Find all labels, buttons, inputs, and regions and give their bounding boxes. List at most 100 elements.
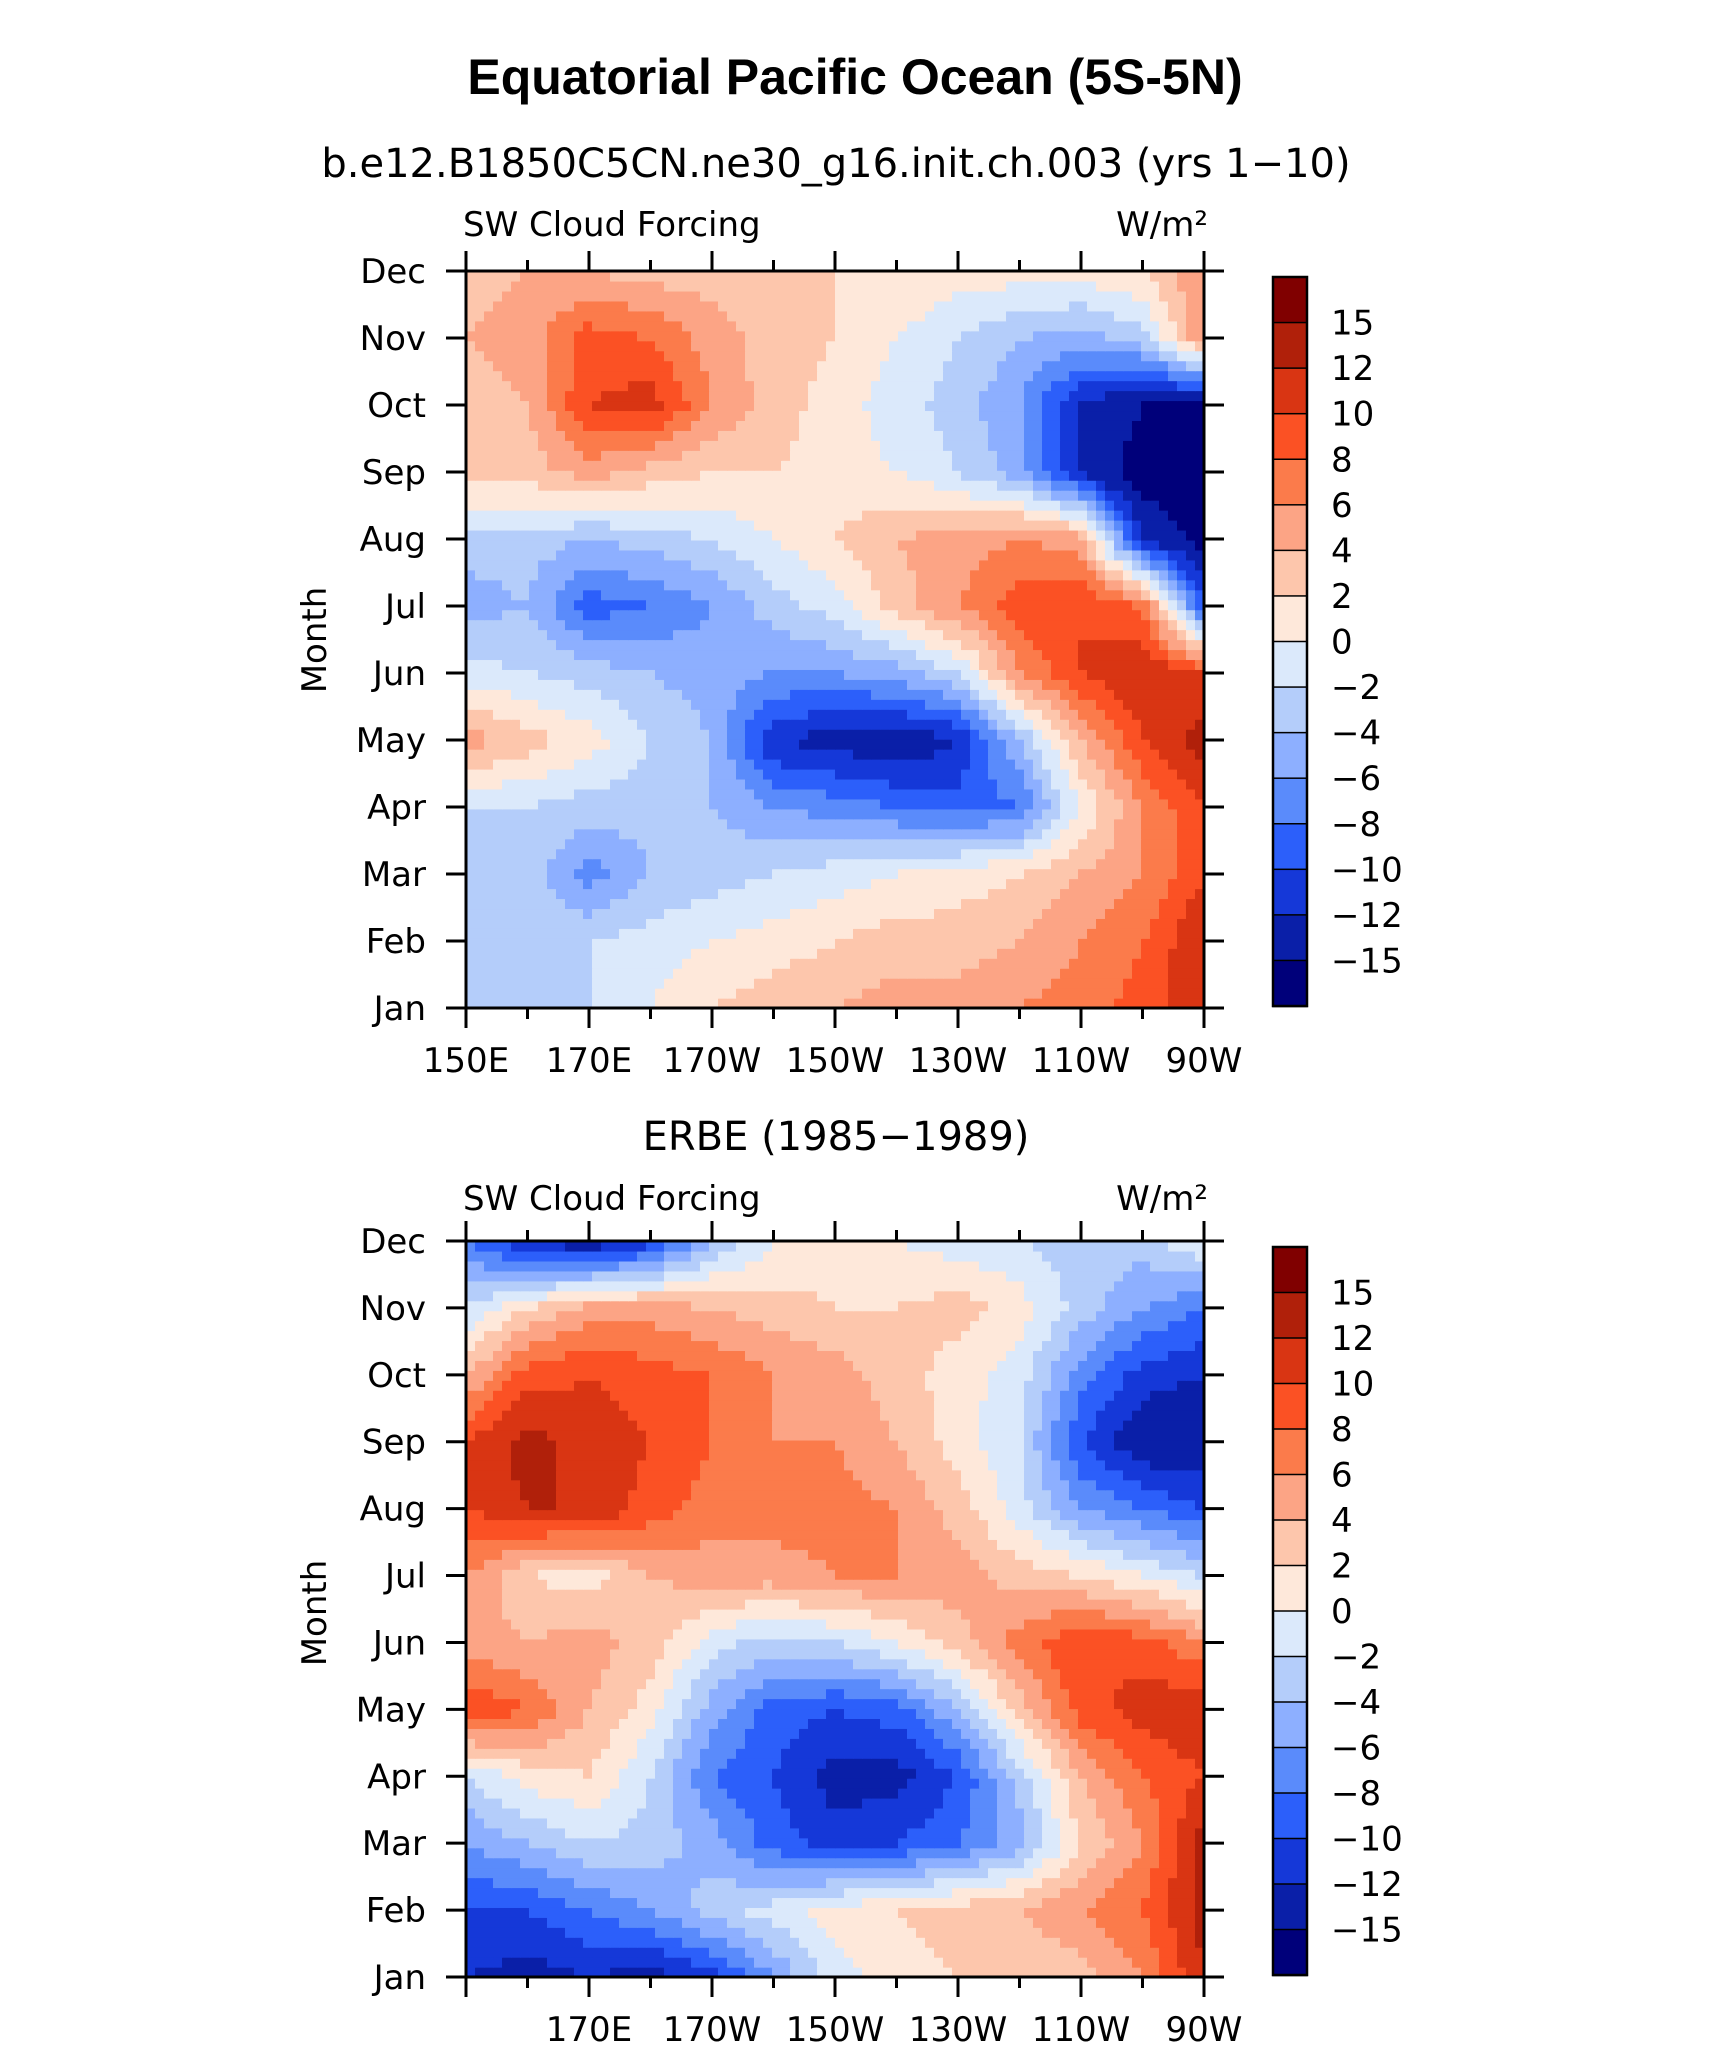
heatmap-cell [601, 739, 611, 750]
heatmap-cell [700, 679, 710, 690]
heatmap-cell [547, 948, 557, 959]
heatmap-cell [664, 918, 674, 929]
heatmap-cell [682, 679, 692, 690]
heatmap-cell [754, 898, 764, 910]
heatmap-cell [772, 519, 782, 531]
heatmap-cell [646, 848, 656, 860]
heatmap-cell [808, 659, 818, 670]
heatmap-cell [826, 450, 836, 461]
heatmap-cell [565, 998, 575, 1009]
heatmap-cell [745, 639, 755, 651]
heatmap-cell [655, 579, 665, 591]
heatmap-cell [826, 888, 836, 900]
heatmap-cell [1096, 729, 1106, 740]
heatmap-cell [556, 480, 566, 491]
heatmap-cell [1042, 589, 1052, 601]
heatmap-cell [1087, 649, 1097, 661]
heatmap-cell [646, 828, 656, 840]
heatmap-cell [763, 978, 773, 989]
heatmap-cell [1087, 460, 1097, 471]
heatmap-cell [817, 988, 827, 999]
heatmap-cell [871, 579, 881, 591]
heatmap-cell [583, 768, 593, 780]
heatmap-cell [916, 808, 926, 820]
heatmap-cell [1051, 579, 1061, 591]
heatmap-cell [664, 450, 674, 461]
heatmap-cell [619, 958, 629, 969]
heatmap-cell [781, 759, 791, 770]
heatmap-cell [511, 938, 521, 949]
heatmap-cell [1159, 808, 1169, 820]
heatmap-cell [790, 539, 800, 551]
heatmap-cell [592, 739, 602, 750]
heatmap-cell [529, 629, 539, 641]
heatmap-cell [691, 699, 701, 710]
heatmap-cell [997, 589, 1007, 601]
heatmap-cell [664, 659, 674, 670]
heatmap-cell [898, 719, 908, 730]
heatmap-cell [601, 709, 611, 720]
heatmap-cell [988, 579, 998, 591]
heatmap-cell [1078, 579, 1088, 591]
heatmap-cell [601, 450, 611, 461]
heatmap-cell [1177, 619, 1187, 631]
heatmap-cell [520, 619, 530, 631]
heatmap-cell [1195, 958, 1205, 969]
heatmap-cell [664, 759, 674, 770]
heatmap-cell [961, 928, 971, 939]
heatmap-cell [871, 529, 881, 541]
heatmap-cell [700, 450, 710, 461]
heatmap-cell [1069, 679, 1079, 690]
heatmap-cell [538, 649, 548, 661]
heatmap-cell [1141, 440, 1151, 451]
heatmap-cell [646, 480, 656, 491]
heatmap-cell [511, 589, 521, 601]
heatmap-cell [1042, 998, 1052, 1009]
heatmap-cell [763, 729, 773, 740]
heatmap-cell [1078, 818, 1088, 830]
heatmap-cell [880, 729, 890, 740]
heatmap-cell [520, 878, 530, 890]
heatmap-cell [1159, 430, 1169, 441]
heatmap-cell [637, 659, 647, 670]
heatmap-cell [1159, 768, 1169, 780]
heatmap-cell [754, 440, 764, 451]
heatmap-cell [988, 629, 998, 641]
heatmap-cell [556, 609, 566, 621]
heatmap-cell [574, 808, 584, 820]
heatmap-cell [763, 998, 773, 1009]
heatmap-cell [574, 470, 584, 481]
heatmap-cell [889, 440, 899, 451]
heatmap-cell [637, 450, 647, 461]
heatmap-cell [745, 719, 755, 730]
heatmap-cell [637, 539, 647, 551]
heatmap-cell [1078, 759, 1088, 770]
heatmap-cell [808, 519, 818, 531]
heatmap-cell [538, 938, 548, 949]
heatmap-cell [700, 848, 710, 860]
heatmap-cell [493, 629, 503, 641]
heatmap-cell [1195, 838, 1205, 850]
heatmap-cell [709, 759, 719, 770]
heatmap-cell [475, 599, 485, 611]
heatmap-cell [709, 440, 719, 451]
heatmap-cell [502, 529, 512, 541]
heatmap-cell [1159, 450, 1169, 461]
figure-title: Equatorial Pacific Ocean (5S-5N) [467, 49, 1242, 105]
heatmap-cell [898, 988, 908, 999]
heatmap-cell [1105, 749, 1115, 760]
heatmap-cell [520, 978, 530, 989]
heatmap-cell [529, 828, 539, 840]
heatmap-cell [745, 470, 755, 481]
heatmap-cell [475, 519, 485, 531]
heatmap-cell [628, 998, 638, 1009]
heatmap-cell [988, 729, 998, 740]
heatmap-cell [997, 988, 1007, 999]
heatmap-cell [853, 450, 863, 461]
heatmap-cell [988, 500, 998, 511]
heatmap-cell [655, 928, 665, 939]
heatmap-cell [781, 519, 791, 531]
heatmap-cell [700, 629, 710, 641]
heatmap-cell [682, 958, 692, 969]
heatmap-cell [898, 818, 908, 830]
